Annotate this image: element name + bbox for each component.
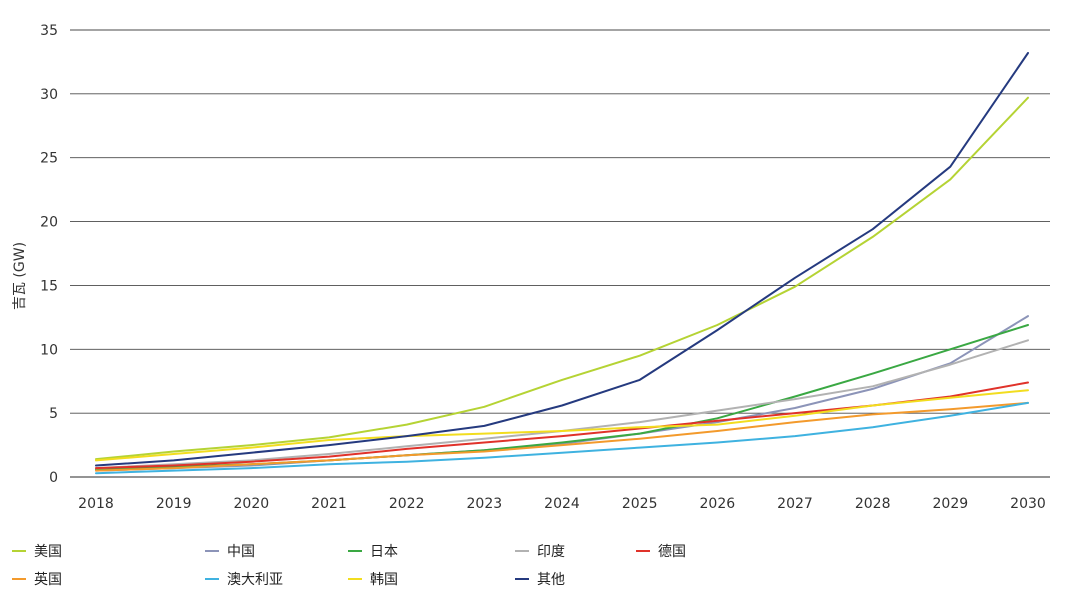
x-tick-label: 2021: [311, 496, 347, 512]
y-tick-label: 25: [40, 151, 58, 167]
series-line: [95, 96, 1029, 461]
legend-label: 中国: [227, 544, 255, 560]
x-tick-label: 2025: [622, 496, 658, 512]
x-tick-label: 2022: [389, 496, 425, 512]
grid: [70, 29, 1050, 478]
series-line: [95, 315, 1029, 472]
x-tick-label: 2024: [544, 496, 580, 512]
y-axis: 0 5 10 15 20 25 30 35: [40, 23, 58, 486]
plot-area: [95, 52, 1029, 475]
x-tick-label: 2030: [1010, 496, 1046, 512]
y-tick-label: 0: [49, 470, 58, 486]
legend-label: 印度: [537, 544, 565, 560]
x-tick-label: 2026: [700, 496, 736, 512]
x-tick-label: 2018: [78, 496, 114, 512]
x-axis: 2018 2019 2020 2021 2022 2023 2024 2025 2026 2027…: [78, 496, 1046, 512]
series-line: [95, 389, 1029, 462]
y-tick-label: 5: [49, 406, 58, 422]
series-line: [95, 401, 1029, 472]
x-tick-label: 2028: [855, 496, 891, 512]
legend-label: 美国: [34, 544, 62, 560]
legend-label: 德国: [658, 544, 686, 560]
x-tick-label: 2020: [234, 496, 270, 512]
legend-label: 澳大利亚: [227, 572, 283, 588]
legend-label: 韩国: [370, 572, 398, 588]
y-tick-label: 30: [40, 87, 58, 103]
x-tick-label: 2019: [156, 496, 192, 512]
legend-label: 其他: [537, 572, 565, 588]
x-tick-label: 2029: [933, 496, 969, 512]
y-tick-label: 15: [40, 278, 58, 294]
y-axis-label: 吉瓦 (GW): [12, 242, 28, 310]
y-tick-label: 10: [40, 342, 58, 358]
x-tick-label: 2027: [777, 496, 813, 512]
y-tick-label: 20: [40, 215, 58, 231]
legend-label: 英国: [34, 571, 62, 588]
legend-label: 日本: [370, 544, 398, 560]
series-line: [95, 52, 1029, 467]
y-tick-label: 35: [40, 23, 58, 39]
series-line: [95, 401, 1029, 475]
x-tick-label: 2023: [467, 496, 503, 512]
series-line: [95, 324, 1029, 471]
